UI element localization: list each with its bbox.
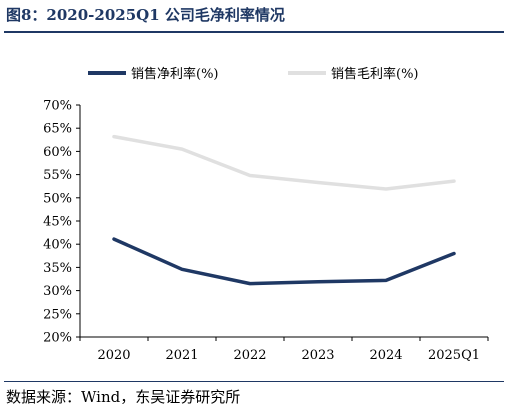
x-tick-label: 2022 — [233, 348, 266, 363]
y-tick-label: 20% — [43, 331, 72, 346]
y-tick-label: 65% — [43, 122, 72, 137]
figure-title: 图8：2020-2025Q1 公司毛净利率情况 — [6, 6, 285, 24]
y-tick-label: 55% — [43, 168, 72, 183]
title-divider — [4, 31, 504, 33]
chart-series — [112, 134, 456, 286]
legend: 销售净利率(%) 销售毛利率(%) — [88, 66, 419, 82]
y-tick-label: 45% — [43, 215, 72, 230]
net-margin-line — [112, 237, 456, 286]
chart-axes: 20% 25% 30% 35% 40% 45% 50% 55% 60% 65% 70% 2020 202… — [43, 99, 489, 363]
y-tick-label: 50% — [43, 191, 72, 206]
y-tick-label: 30% — [43, 284, 72, 299]
x-tick-label: 2024 — [369, 348, 402, 363]
y-tick-label: 40% — [43, 238, 72, 253]
y-tick-label: 35% — [43, 261, 72, 276]
legend-label: 销售净利率(%) — [131, 66, 219, 82]
y-tick-label: 25% — [43, 307, 72, 322]
gross-margin-line — [112, 134, 456, 191]
source-divider — [4, 381, 504, 382]
source-note: 数据来源：Wind，东吴证券研究所 — [6, 388, 241, 406]
legend-label: 销售毛利率(%) — [331, 66, 419, 82]
y-tick-label: 60% — [43, 145, 72, 160]
x-tick-label: 2020 — [97, 348, 130, 363]
y-tick-label: 70% — [43, 99, 72, 114]
x-tick-label: 2025Q1 — [428, 348, 480, 363]
x-tick-label: 2023 — [301, 348, 334, 363]
x-tick-label: 2021 — [165, 348, 198, 363]
